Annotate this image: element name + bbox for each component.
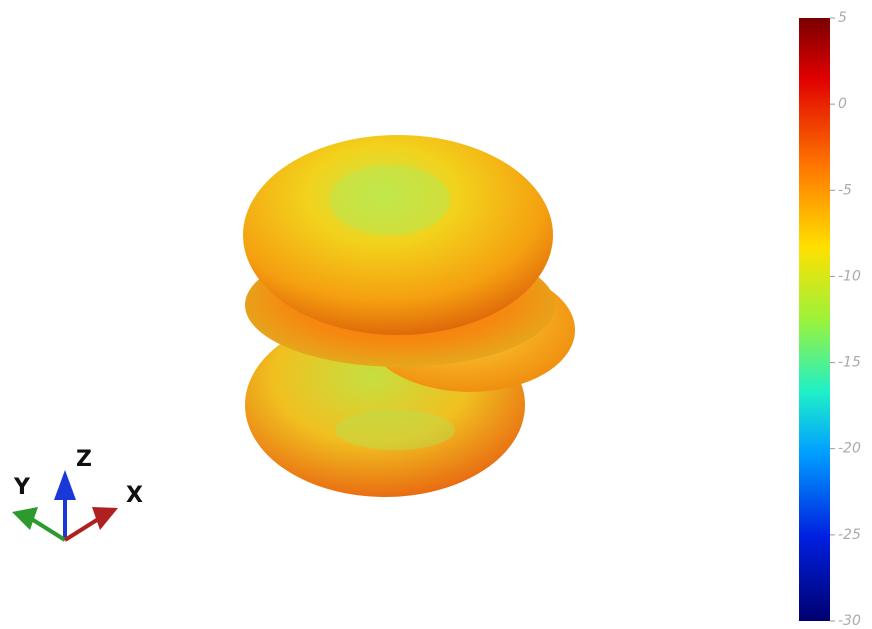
tick-label: -30 — [838, 613, 861, 629]
radiation-pattern — [243, 135, 575, 497]
x-axis-label: X — [126, 483, 143, 508]
axis-triad: Z Y X — [12, 447, 143, 542]
tick-label: 5 — [838, 10, 847, 26]
tick-label: -10 — [838, 268, 861, 284]
tick-label: -15 — [838, 355, 861, 371]
tick-label: -5 — [838, 182, 852, 198]
tick-label: 0 — [838, 96, 847, 112]
tick-label: -20 — [838, 441, 861, 457]
z-axis-label: Z — [76, 447, 92, 472]
colorbar — [799, 18, 830, 621]
y-axis-label: Y — [13, 475, 31, 500]
tick-label: -25 — [838, 527, 861, 543]
